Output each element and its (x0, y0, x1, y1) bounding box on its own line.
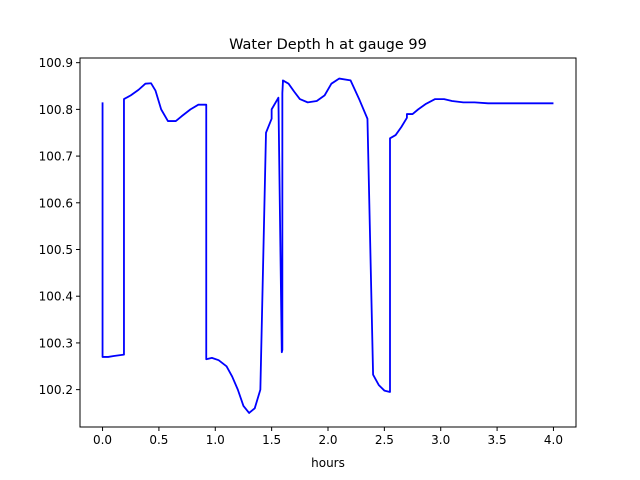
x-tick-label: 1.5 (262, 433, 281, 447)
chart-title: Water Depth h at gauge 99 (229, 37, 427, 53)
x-tick-label: 1.0 (206, 433, 225, 447)
x-tick-label: 0.5 (149, 433, 168, 447)
y-axis: 100.2 100.3 100.4 100.5 100.6 100.7 100.8 100.9 (39, 56, 80, 397)
x-axis: 0.0 0.5 1.0 1.5 2.0 2.5 3.0 3.5 4.0 (93, 427, 563, 447)
y-tick-label: 100.4 (39, 290, 73, 304)
x-axis-label: hours (311, 456, 345, 470)
x-tick-label: 3.0 (431, 433, 450, 447)
y-tick-label: 100.6 (39, 196, 73, 210)
x-tick-label: 2.0 (318, 433, 337, 447)
x-tick-label: 0.0 (93, 433, 112, 447)
y-tick-label: 100.3 (39, 336, 73, 350)
x-tick-label: 4.0 (544, 433, 563, 447)
axes-frame (79, 57, 577, 428)
plot-area (101, 77, 554, 414)
x-tick-label: 3.5 (488, 433, 507, 447)
x-tick-label: 2.5 (375, 433, 394, 447)
y-tick-label: 100.2 (39, 383, 73, 397)
y-tick-label: 100.7 (39, 150, 73, 164)
y-tick-label: 100.8 (39, 103, 73, 117)
y-tick-label: 100.5 (39, 243, 73, 257)
y-tick-label: 100.9 (39, 56, 73, 70)
series-line-water-depth (101, 77, 554, 414)
